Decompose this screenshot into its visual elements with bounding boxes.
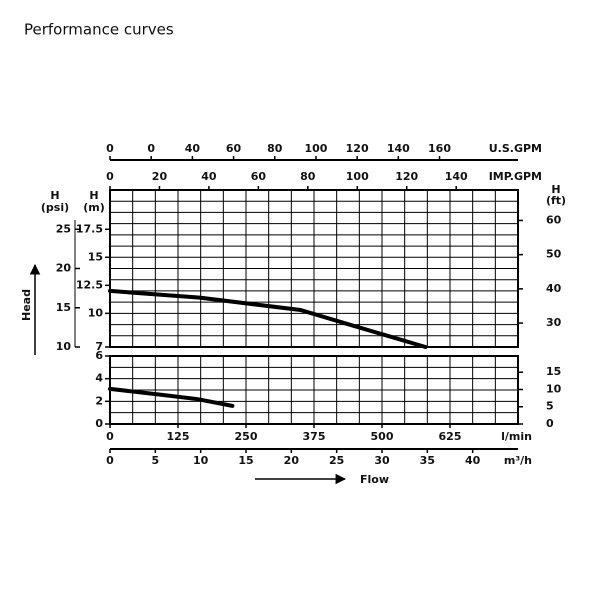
x-tick-label: 500 — [371, 430, 394, 443]
x-tick-label: 80 — [267, 142, 283, 155]
x-axis-label: m³/h — [504, 454, 532, 467]
curve — [108, 288, 428, 349]
x-tick-label: 25 — [329, 454, 344, 467]
left-axis-label: (psi) — [41, 201, 69, 214]
right-tick-label: 0 — [546, 417, 554, 430]
right-tick-label: 60 — [546, 213, 562, 226]
right-tick-label: 15 — [546, 365, 561, 378]
y-tick-label: 4 — [95, 372, 103, 385]
x-tick-label: 0 — [147, 142, 155, 155]
x-tick-label: 140 — [387, 142, 410, 155]
right-axis-label: H — [551, 183, 560, 196]
right-tick-label: 10 — [546, 382, 562, 395]
x-tick-label: 60 — [251, 170, 267, 183]
x-tick-label: 0 — [106, 142, 114, 155]
y-tick-label: 10 — [88, 306, 104, 319]
x-tick-label: 100 — [346, 170, 369, 183]
y-axis-label: (m) — [83, 201, 105, 214]
x-tick-label: 160 — [428, 142, 451, 155]
y-tick-label: 17.5 — [76, 222, 103, 235]
curve — [108, 386, 235, 408]
x-tick-label: 625 — [439, 430, 462, 443]
y-tick-label: 15 — [88, 250, 103, 263]
chart-title: Performance curves — [24, 21, 174, 39]
right-tick-label: 50 — [546, 248, 562, 261]
x-tick-label: 0 — [106, 170, 114, 183]
x-tick-label: 10 — [193, 454, 209, 467]
left-tick-label: 25 — [56, 222, 71, 235]
x-tick-label: 30 — [374, 454, 390, 467]
x-tick-label: 250 — [235, 430, 258, 443]
x-tick-label: 0 — [106, 454, 114, 467]
x-tick-label: 80 — [300, 170, 316, 183]
x-tick-label: 375 — [303, 430, 326, 443]
plot-frame — [109, 189, 519, 348]
y-tick-label: 12.5 — [76, 278, 103, 291]
y-tick-label: 7 — [95, 340, 103, 353]
x-tick-label: 140 — [445, 170, 468, 183]
x-tick-label: 120 — [346, 142, 369, 155]
left-axis-label: H — [50, 189, 59, 202]
x-tick-label: 120 — [395, 170, 418, 183]
x-tick-label: 100 — [304, 142, 327, 155]
x-tick-label: 40 — [465, 454, 481, 467]
x-axis-label: U.S.GPM — [489, 142, 542, 155]
left-tick-label: 10 — [56, 340, 72, 353]
y-tick-label: 6 — [95, 349, 103, 362]
x-tick-label: 15 — [238, 454, 253, 467]
y-axis-label: H — [89, 189, 98, 202]
left-tick-label: 15 — [56, 301, 71, 314]
y-tick-label: 0 — [95, 417, 103, 430]
right-axis-label: (ft) — [546, 194, 566, 207]
x-axis-label: IMP.GPM — [489, 170, 542, 183]
left-tick-label: 20 — [56, 262, 72, 275]
x-tick-label: 60 — [226, 142, 242, 155]
x-tick-label: 20 — [152, 170, 168, 183]
x-tick-label: 0 — [106, 430, 114, 443]
x-axis-label: l/min — [501, 430, 532, 443]
y-tick-label: 2 — [95, 394, 103, 407]
x-tick-label: 35 — [420, 454, 435, 467]
x-tick-label: 125 — [167, 430, 190, 443]
right-tick-label: 30 — [546, 316, 562, 329]
flow-label: Flow — [360, 473, 389, 486]
x-tick-label: 5 — [152, 454, 160, 467]
x-tick-label: 40 — [201, 170, 217, 183]
x-tick-label: 40 — [185, 142, 201, 155]
head-label: Head — [20, 289, 33, 321]
right-tick-label: 5 — [546, 400, 554, 413]
right-tick-label: 40 — [546, 282, 562, 295]
x-tick-label: 20 — [284, 454, 300, 467]
